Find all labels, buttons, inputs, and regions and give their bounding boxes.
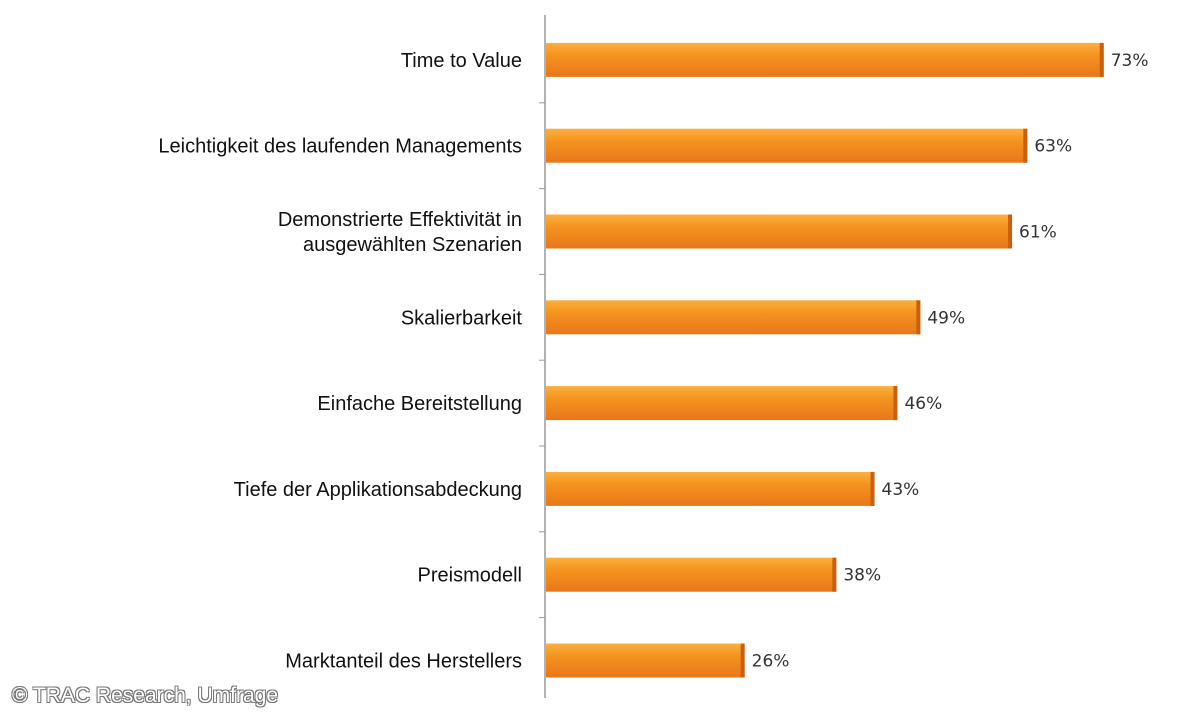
data-label: 49% <box>927 308 965 328</box>
category-label: Demonstrierte Effektivität in <box>278 209 522 231</box>
category-label: Tiefe der Applikationsabdeckung <box>234 479 522 501</box>
data-label: 26% <box>752 652 790 672</box>
data-label: 61% <box>1019 223 1057 243</box>
bar-edge <box>740 643 745 678</box>
data-label: 38% <box>843 566 881 586</box>
copyright-credit: © TRAC Research, Umfrage <box>12 684 278 707</box>
category-label: Time to Value <box>401 50 522 72</box>
bar <box>546 300 921 335</box>
bar-edge <box>1023 128 1028 163</box>
bar <box>546 42 1104 77</box>
bar <box>546 386 898 421</box>
category-label: ausgewählten Szenarien <box>303 234 522 256</box>
data-label: 63% <box>1034 137 1072 157</box>
category-label: Preismodell <box>418 565 522 587</box>
bar-edge <box>893 386 898 421</box>
bar-edge <box>1008 214 1013 249</box>
data-label: 73% <box>1111 51 1149 71</box>
bar <box>546 471 875 506</box>
bar <box>546 643 745 678</box>
bar-edge <box>1099 42 1104 77</box>
data-label: 43% <box>882 480 920 500</box>
bar-edge <box>916 300 921 335</box>
data-label: 46% <box>904 394 942 414</box>
bar-edge <box>832 557 837 592</box>
bar <box>546 214 1013 249</box>
category-label: Einfache Bereitstellung <box>317 393 522 415</box>
bar <box>546 557 837 592</box>
category-label: Skalierbarkeit <box>401 307 523 329</box>
bar <box>546 128 1028 163</box>
bar-edge <box>870 471 875 506</box>
category-label: Leichtigkeit des laufenden Managements <box>158 136 522 158</box>
category-label: Marktanteil des Herstellers <box>285 651 522 673</box>
